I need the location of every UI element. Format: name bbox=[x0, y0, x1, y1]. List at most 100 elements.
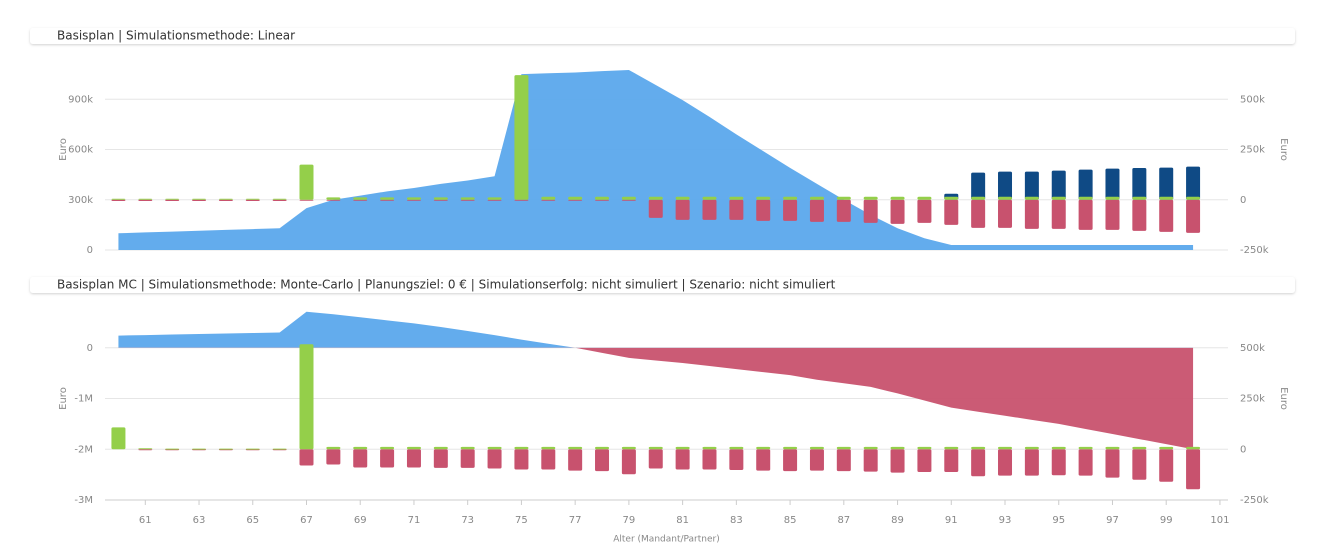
bar bbox=[541, 199, 556, 201]
bar bbox=[1078, 196, 1093, 200]
chart-header bbox=[30, 28, 1295, 44]
bar bbox=[783, 449, 798, 472]
bar bbox=[917, 199, 932, 223]
bar bbox=[299, 344, 314, 450]
bar bbox=[245, 199, 260, 201]
bar bbox=[1024, 196, 1039, 200]
bar bbox=[1186, 196, 1201, 200]
bar bbox=[1132, 196, 1147, 200]
area bbox=[118, 311, 1194, 348]
bar bbox=[326, 446, 341, 450]
x-tick-label: 83 bbox=[730, 515, 743, 526]
bar bbox=[675, 446, 690, 450]
bar bbox=[111, 199, 126, 201]
bar bbox=[1186, 166, 1201, 200]
bar bbox=[111, 427, 126, 450]
bar bbox=[1024, 171, 1039, 200]
bar bbox=[1159, 167, 1174, 200]
bar bbox=[971, 196, 986, 200]
x-tick-label: 99 bbox=[1160, 515, 1173, 526]
bar bbox=[1132, 199, 1147, 231]
bar bbox=[541, 449, 556, 470]
bar bbox=[648, 199, 663, 218]
bar bbox=[890, 449, 905, 473]
bar bbox=[433, 197, 448, 200]
bar bbox=[165, 199, 180, 201]
bar bbox=[1132, 446, 1147, 450]
y-tick-label: 900k bbox=[68, 94, 93, 105]
bar bbox=[836, 446, 851, 450]
bar bbox=[272, 448, 287, 450]
bar bbox=[595, 446, 610, 450]
bar bbox=[917, 446, 932, 450]
bar bbox=[568, 446, 583, 450]
x-tick-label: 77 bbox=[569, 515, 582, 526]
bar bbox=[702, 446, 717, 450]
bar bbox=[218, 199, 233, 201]
bar bbox=[192, 199, 207, 201]
bar bbox=[756, 199, 771, 221]
y2-tick-label: -250k bbox=[1240, 245, 1269, 256]
x-tick-label: 69 bbox=[354, 515, 367, 526]
bar bbox=[1051, 446, 1066, 450]
x-tick-label: 63 bbox=[193, 515, 206, 526]
bar bbox=[809, 196, 824, 200]
bar bbox=[245, 198, 260, 200]
y-tick-label: -2M bbox=[74, 444, 93, 455]
bar bbox=[299, 449, 314, 466]
bar bbox=[917, 196, 932, 200]
bar bbox=[460, 197, 475, 200]
bar bbox=[353, 197, 368, 200]
bar bbox=[299, 164, 314, 200]
bar bbox=[299, 199, 314, 201]
bar bbox=[487, 449, 502, 469]
bar bbox=[863, 446, 878, 450]
bar bbox=[1024, 199, 1039, 229]
bar bbox=[487, 199, 502, 201]
y2-tick-label: 0 bbox=[1240, 444, 1246, 455]
bar bbox=[621, 196, 636, 200]
bar bbox=[971, 172, 986, 200]
bar bbox=[1159, 196, 1174, 200]
x-axis-title: Alter (Mandant/Partner) bbox=[613, 535, 720, 545]
bar bbox=[1105, 196, 1120, 200]
bar bbox=[514, 199, 529, 201]
x-tick-label: 93 bbox=[999, 515, 1012, 526]
bar bbox=[541, 446, 556, 450]
x-tick-label: 61 bbox=[139, 515, 152, 526]
bar bbox=[380, 197, 395, 200]
bar bbox=[138, 448, 153, 450]
bar bbox=[380, 199, 395, 201]
bar bbox=[1186, 199, 1201, 233]
x-tick-label: 89 bbox=[891, 515, 904, 526]
y-tick-label: -1M bbox=[74, 394, 93, 405]
bar bbox=[353, 449, 368, 468]
bar bbox=[648, 449, 663, 469]
bar bbox=[783, 196, 798, 200]
bar bbox=[1024, 449, 1039, 476]
y-tick-label: 300k bbox=[68, 195, 93, 206]
bar bbox=[621, 446, 636, 450]
x-tick-label: 85 bbox=[784, 515, 797, 526]
bar bbox=[1132, 167, 1147, 200]
area bbox=[118, 69, 1194, 250]
bar bbox=[998, 446, 1013, 450]
bar bbox=[783, 199, 798, 221]
x-tick-label: 87 bbox=[837, 515, 850, 526]
bar bbox=[1132, 449, 1147, 480]
bar bbox=[729, 199, 744, 220]
bar bbox=[326, 449, 341, 465]
bar bbox=[326, 199, 341, 201]
bar bbox=[836, 196, 851, 200]
bar bbox=[621, 449, 636, 475]
bar bbox=[192, 198, 207, 200]
x-tick-label: 65 bbox=[246, 515, 259, 526]
bar bbox=[756, 446, 771, 450]
bar bbox=[890, 446, 905, 450]
bar bbox=[863, 196, 878, 200]
x-tick-label: 95 bbox=[1052, 515, 1065, 526]
y2-tick-label: 250k bbox=[1240, 145, 1265, 156]
y2-axis-title: Euro bbox=[1278, 138, 1289, 161]
bar bbox=[729, 449, 744, 470]
